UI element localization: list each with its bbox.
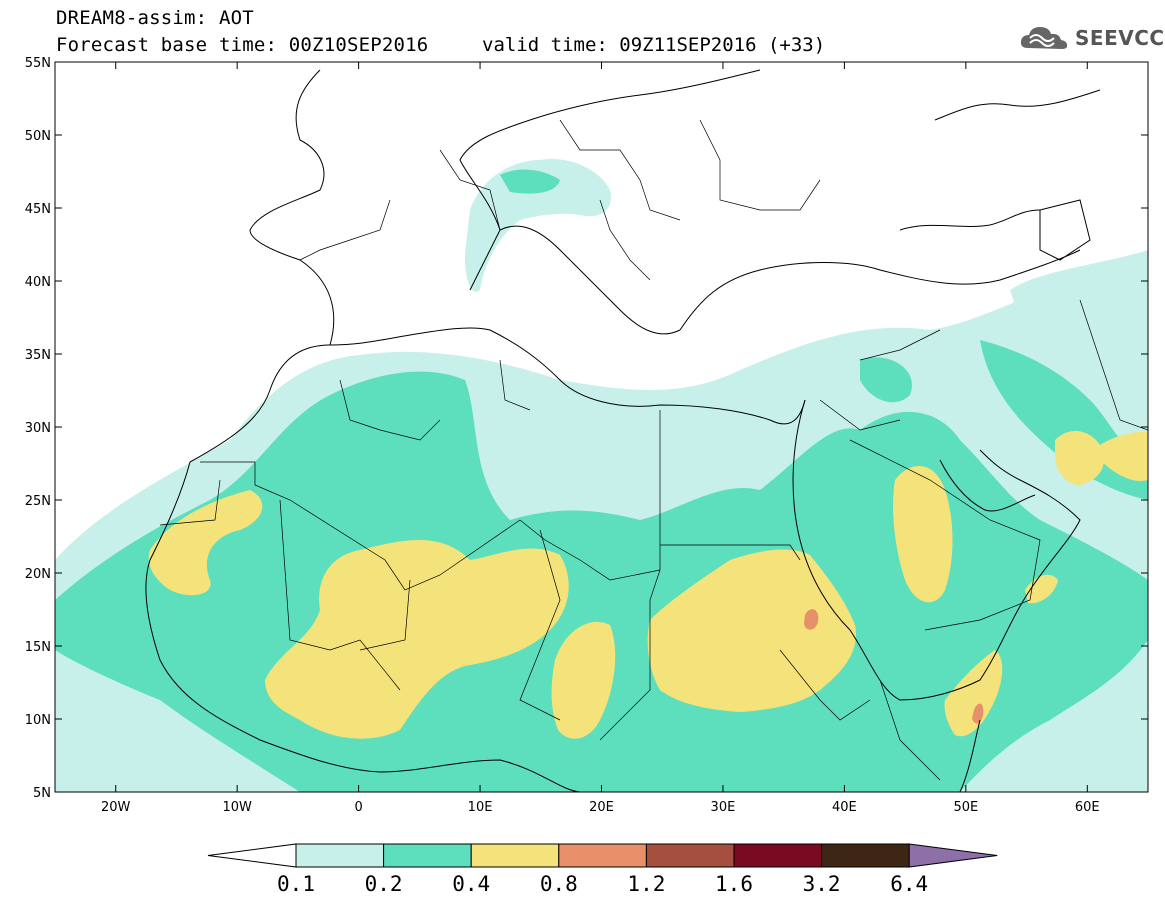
aot-contour-0.2-alps-core (500, 169, 560, 194)
colorbar-segment (733, 843, 823, 868)
aot-contour-0.8-somalia (972, 703, 984, 724)
valid-time: valid time: 09Z11SEP2016 (+33) (482, 34, 826, 56)
colorbar-label: 1.6 (715, 872, 753, 896)
colorbar-segment (908, 843, 998, 868)
lon-tick-label: 60E (1075, 800, 1100, 815)
colorbar-segment (558, 843, 647, 868)
lon-tick-label: 10W (222, 800, 252, 815)
lat-tick-label: 55N (25, 56, 51, 71)
aot-contour-0.1-alps (464, 159, 611, 292)
lat-tick-label: 10N (25, 713, 51, 728)
lat-tick-label: 35N (25, 348, 51, 363)
lat-tick-label: 40N (25, 275, 51, 290)
aot-contour-0.4-iran-south (1100, 431, 1148, 481)
seevccc-logo: SEEVCCC (1018, 22, 1165, 54)
aot-contour-0.8-sudan (804, 609, 819, 630)
colorbar-label: 6.4 (890, 872, 929, 896)
lat-tick-label: 45N (25, 202, 51, 217)
lat-tick-label: 20N (25, 567, 51, 582)
colorbar-label: 3.2 (802, 872, 841, 896)
aot-field (55, 69, 1148, 792)
aot-contour-0.2-arabia-north (860, 357, 912, 403)
aot-contour-0.1-caspian (1010, 250, 1148, 340)
colorbar-segment (821, 843, 910, 868)
lat-axis: 5N 10N 15N 20N 25N 30N 35N 40N 45N 50N 55N (25, 56, 1148, 801)
cloud-icon (1020, 27, 1068, 49)
lat-tick-label: 15N (25, 640, 51, 655)
lat-tick-label: 50N (25, 129, 51, 144)
aot-contour-0.4-chad (551, 621, 616, 739)
aot-contour-0.4-sahel (265, 540, 569, 739)
aot-contour-0.4-west (148, 490, 263, 596)
colorbar-segment (383, 843, 472, 868)
colorbar-segment (645, 843, 735, 868)
colorbar (207, 843, 998, 868)
colorbar-label: 0.8 (539, 872, 578, 896)
lat-tick-label: 30N (25, 421, 51, 436)
lon-tick-label: 20E (589, 800, 614, 815)
colorbar-label: 0.2 (364, 872, 403, 896)
forecast-base-time: Forecast base time: 00Z10SEP2016 (56, 34, 429, 56)
colorbar-segment (295, 843, 385, 868)
aot-contour-0.4-saudi (893, 466, 953, 603)
colorbar-segment (470, 843, 560, 868)
lat-tick-label: 5N (33, 786, 51, 801)
aot-contour-0.4-sudan (647, 549, 856, 712)
lon-tick-label: 50E (953, 800, 978, 815)
aot-contour-0.4-somalia (944, 650, 1003, 737)
aot-contour-0.4-gulf (1055, 430, 1104, 485)
lon-tick-label: 20W (101, 800, 131, 815)
colorbar-label: 0.1 (277, 872, 315, 896)
lon-tick-label: 0 (354, 800, 362, 815)
country-borders (159, 119, 1148, 781)
coastlines (145, 69, 1101, 792)
lon-tick-label: 30E (711, 800, 736, 815)
map-title: DREAM8-assim: AOT (56, 7, 254, 29)
lon-tick-label: 40E (832, 800, 857, 815)
colorbar-label: 0.4 (452, 872, 491, 896)
lon-axis: 20W 10W 0 10E 20E 30E 40E 50E 60E (101, 62, 1100, 815)
lon-tick-label: 10E (468, 800, 493, 815)
lat-tick-label: 25N (25, 494, 51, 509)
colorbar-label: 1.2 (627, 872, 666, 896)
logo-text: SEEVCCC (1075, 26, 1165, 50)
colorbar-segment (207, 843, 297, 868)
